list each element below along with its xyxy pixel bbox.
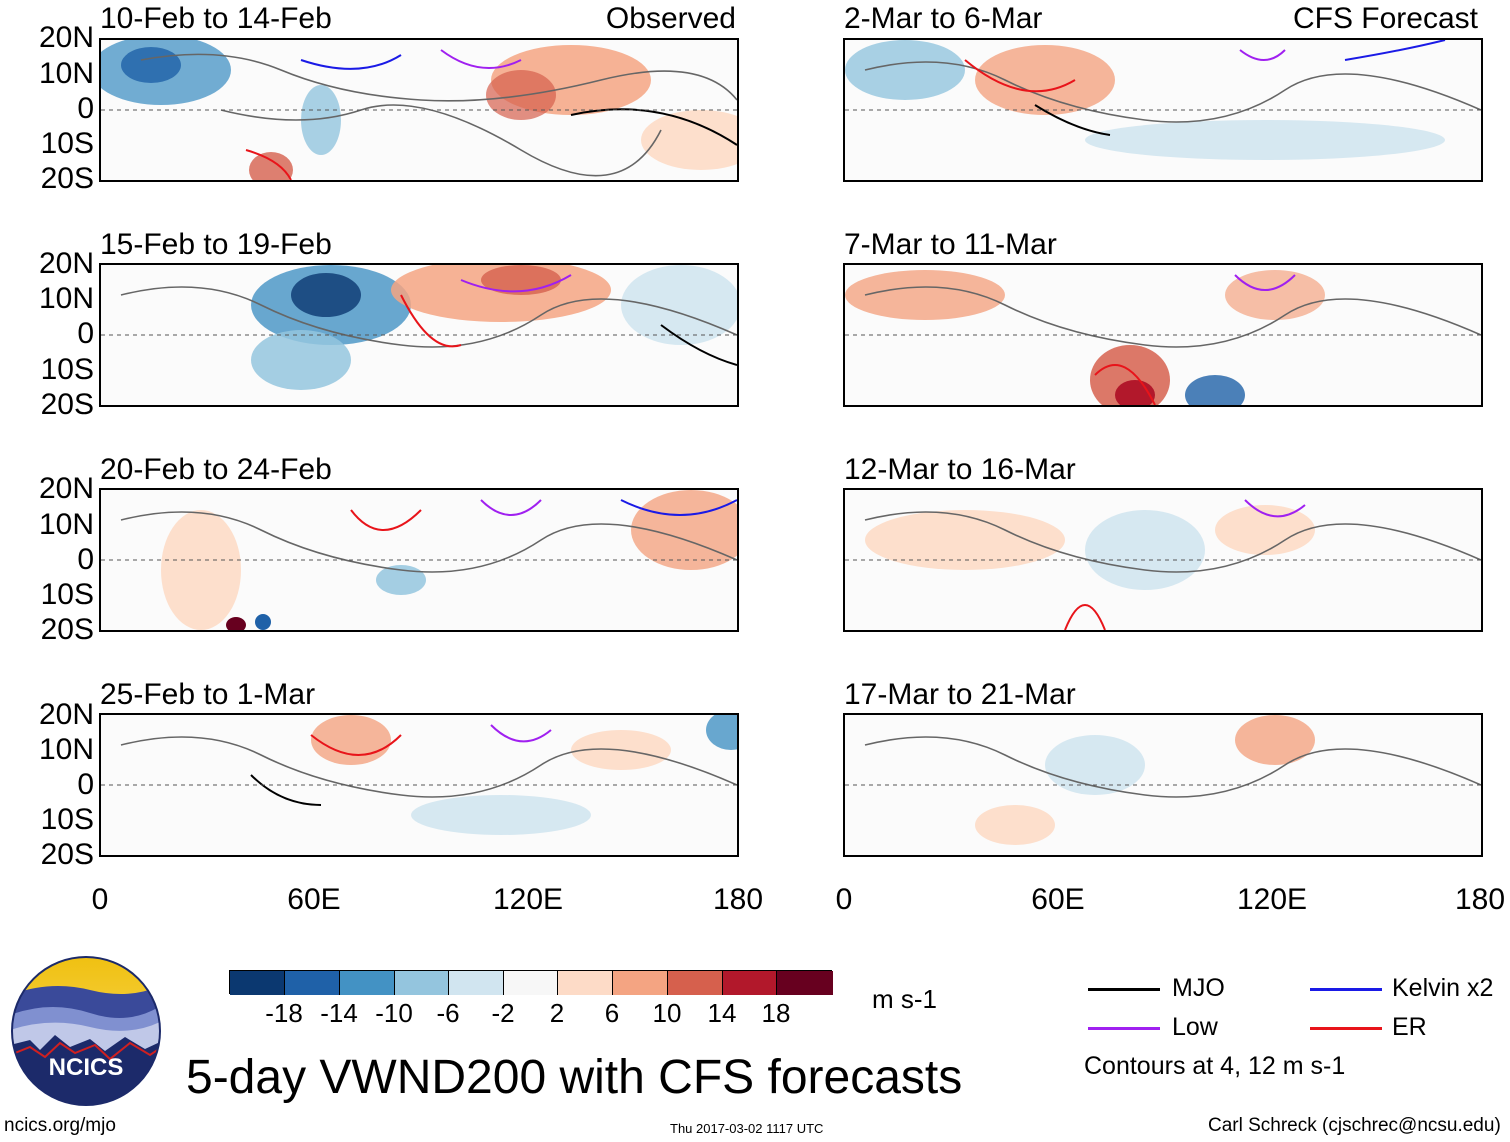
lat-tick: 0 xyxy=(77,92,94,125)
colorbar-swatch xyxy=(723,971,777,995)
colorbar-label: -10 xyxy=(375,998,413,1028)
colorbar-label: 6 xyxy=(604,998,620,1028)
logo-text: NCICS xyxy=(49,1054,124,1081)
footer-url[interactable]: ncics.org/mjo xyxy=(4,1115,116,1136)
lon-tick: 0 xyxy=(835,883,853,916)
main-title: 5-day VWND200 with CFS forecasts xyxy=(186,1051,963,1104)
lat-tick: 0 xyxy=(77,768,94,801)
lat-tick: 10N xyxy=(38,57,94,90)
legend-label-low: Low xyxy=(1172,1013,1218,1041)
lon-tick: 120E xyxy=(492,883,564,916)
footer-credit: Carl Schreck (cjschrec@ncsu.edu) xyxy=(1208,1115,1501,1136)
lat-tick: 20N xyxy=(38,247,94,280)
lon-tick: 60E xyxy=(1031,883,1085,916)
ncics-logo: NCICS xyxy=(10,955,162,1107)
panel-title-left-2: 15-Feb to 19-Feb xyxy=(100,228,332,261)
lat-tick: 20N xyxy=(38,698,94,731)
lat-tick: 20N xyxy=(38,21,94,54)
lat-tick: 0 xyxy=(77,317,94,350)
colorbar-label: 18 xyxy=(761,998,791,1028)
legend-label-mjo: MJO xyxy=(1172,974,1225,1002)
legend-swatch-kelvin xyxy=(1310,988,1382,991)
colorbar-swatch xyxy=(395,971,449,995)
colorbar-swatch xyxy=(777,971,833,995)
panel-title-left-3: 20-Feb to 24-Feb xyxy=(100,453,332,486)
legend-label-kelvin: Kelvin x2 xyxy=(1392,974,1494,1002)
colorbar-swatch xyxy=(504,971,558,995)
map-panel-observed-2 xyxy=(99,263,739,407)
panel-title-left-1: 10-Feb to 14-Feb xyxy=(100,2,332,35)
panel-title-right-4: 17-Mar to 21-Mar xyxy=(844,678,1076,711)
legend-swatch-low xyxy=(1088,1027,1160,1030)
lat-tick: 20S xyxy=(40,838,94,871)
colorbar-units: m s-1 xyxy=(872,984,937,1014)
lat-tick: 10S xyxy=(40,127,94,160)
colorbar-label: -6 xyxy=(436,998,460,1028)
map-panel-forecast-2 xyxy=(843,263,1483,407)
contours-note: Contours at 4, 12 m s-1 xyxy=(1084,1052,1346,1080)
colorbar-swatch xyxy=(285,971,340,995)
map-panel-forecast-3 xyxy=(843,488,1483,632)
lat-tick: 20S xyxy=(40,613,94,646)
lat-tick: 20N xyxy=(38,472,94,505)
lon-tick: 180 xyxy=(712,883,764,916)
colorbar-swatch xyxy=(613,971,668,995)
footer-timestamp: Thu 2017-03-02 1117 UTC xyxy=(670,1121,824,1136)
lat-tick: 10S xyxy=(40,578,94,611)
colorbar-swatch xyxy=(668,971,723,995)
map-panel-observed-3 xyxy=(99,488,739,632)
colorbar-swatch xyxy=(340,971,395,995)
colorbar-swatch xyxy=(558,971,613,995)
colorbar-label: 2 xyxy=(549,998,565,1028)
colorbar-label: 14 xyxy=(707,998,737,1028)
lat-tick: 0 xyxy=(77,543,94,576)
map-panel-observed-4 xyxy=(99,713,739,857)
lon-tick: 0 xyxy=(91,883,109,916)
lat-tick: 20S xyxy=(40,388,94,421)
map-panel-forecast-4 xyxy=(843,713,1483,857)
colorbar-swatch xyxy=(230,971,285,995)
panel-title-right-2: 7-Mar to 11-Mar xyxy=(844,228,1057,261)
lat-tick: 10N xyxy=(38,282,94,315)
lon-tick: 180 xyxy=(1454,883,1506,916)
panel-title-right-1: 2-Mar to 6-Mar xyxy=(844,2,1043,35)
lat-tick: 10N xyxy=(38,733,94,766)
lat-tick: 20S xyxy=(40,162,94,195)
map-panel-observed-1 xyxy=(99,38,739,182)
colorbar xyxy=(229,970,833,995)
colorbar-label: -2 xyxy=(491,998,515,1028)
legend-swatch-er xyxy=(1310,1027,1382,1030)
colorbar-label: 10 xyxy=(652,998,682,1028)
colorbar-label: -18 xyxy=(265,998,303,1028)
lon-tick: 60E xyxy=(287,883,341,916)
panel-title-right-3: 12-Mar to 16-Mar xyxy=(844,453,1076,486)
lat-tick: 10S xyxy=(40,803,94,836)
map-panel-forecast-1 xyxy=(843,38,1483,182)
cfs-forecast-label: CFS Forecast xyxy=(1292,2,1478,35)
panel-title-left-4: 25-Feb to 1-Mar xyxy=(100,678,316,711)
colorbar-swatch xyxy=(449,971,504,995)
lon-tick: 120E xyxy=(1236,883,1308,916)
lat-tick: 10S xyxy=(40,353,94,386)
lat-tick: 10N xyxy=(38,508,94,541)
legend-label-er: ER xyxy=(1392,1013,1427,1041)
legend-swatch-mjo xyxy=(1088,988,1160,991)
observed-label: Observed xyxy=(605,2,736,35)
colorbar-label: -14 xyxy=(320,998,358,1028)
